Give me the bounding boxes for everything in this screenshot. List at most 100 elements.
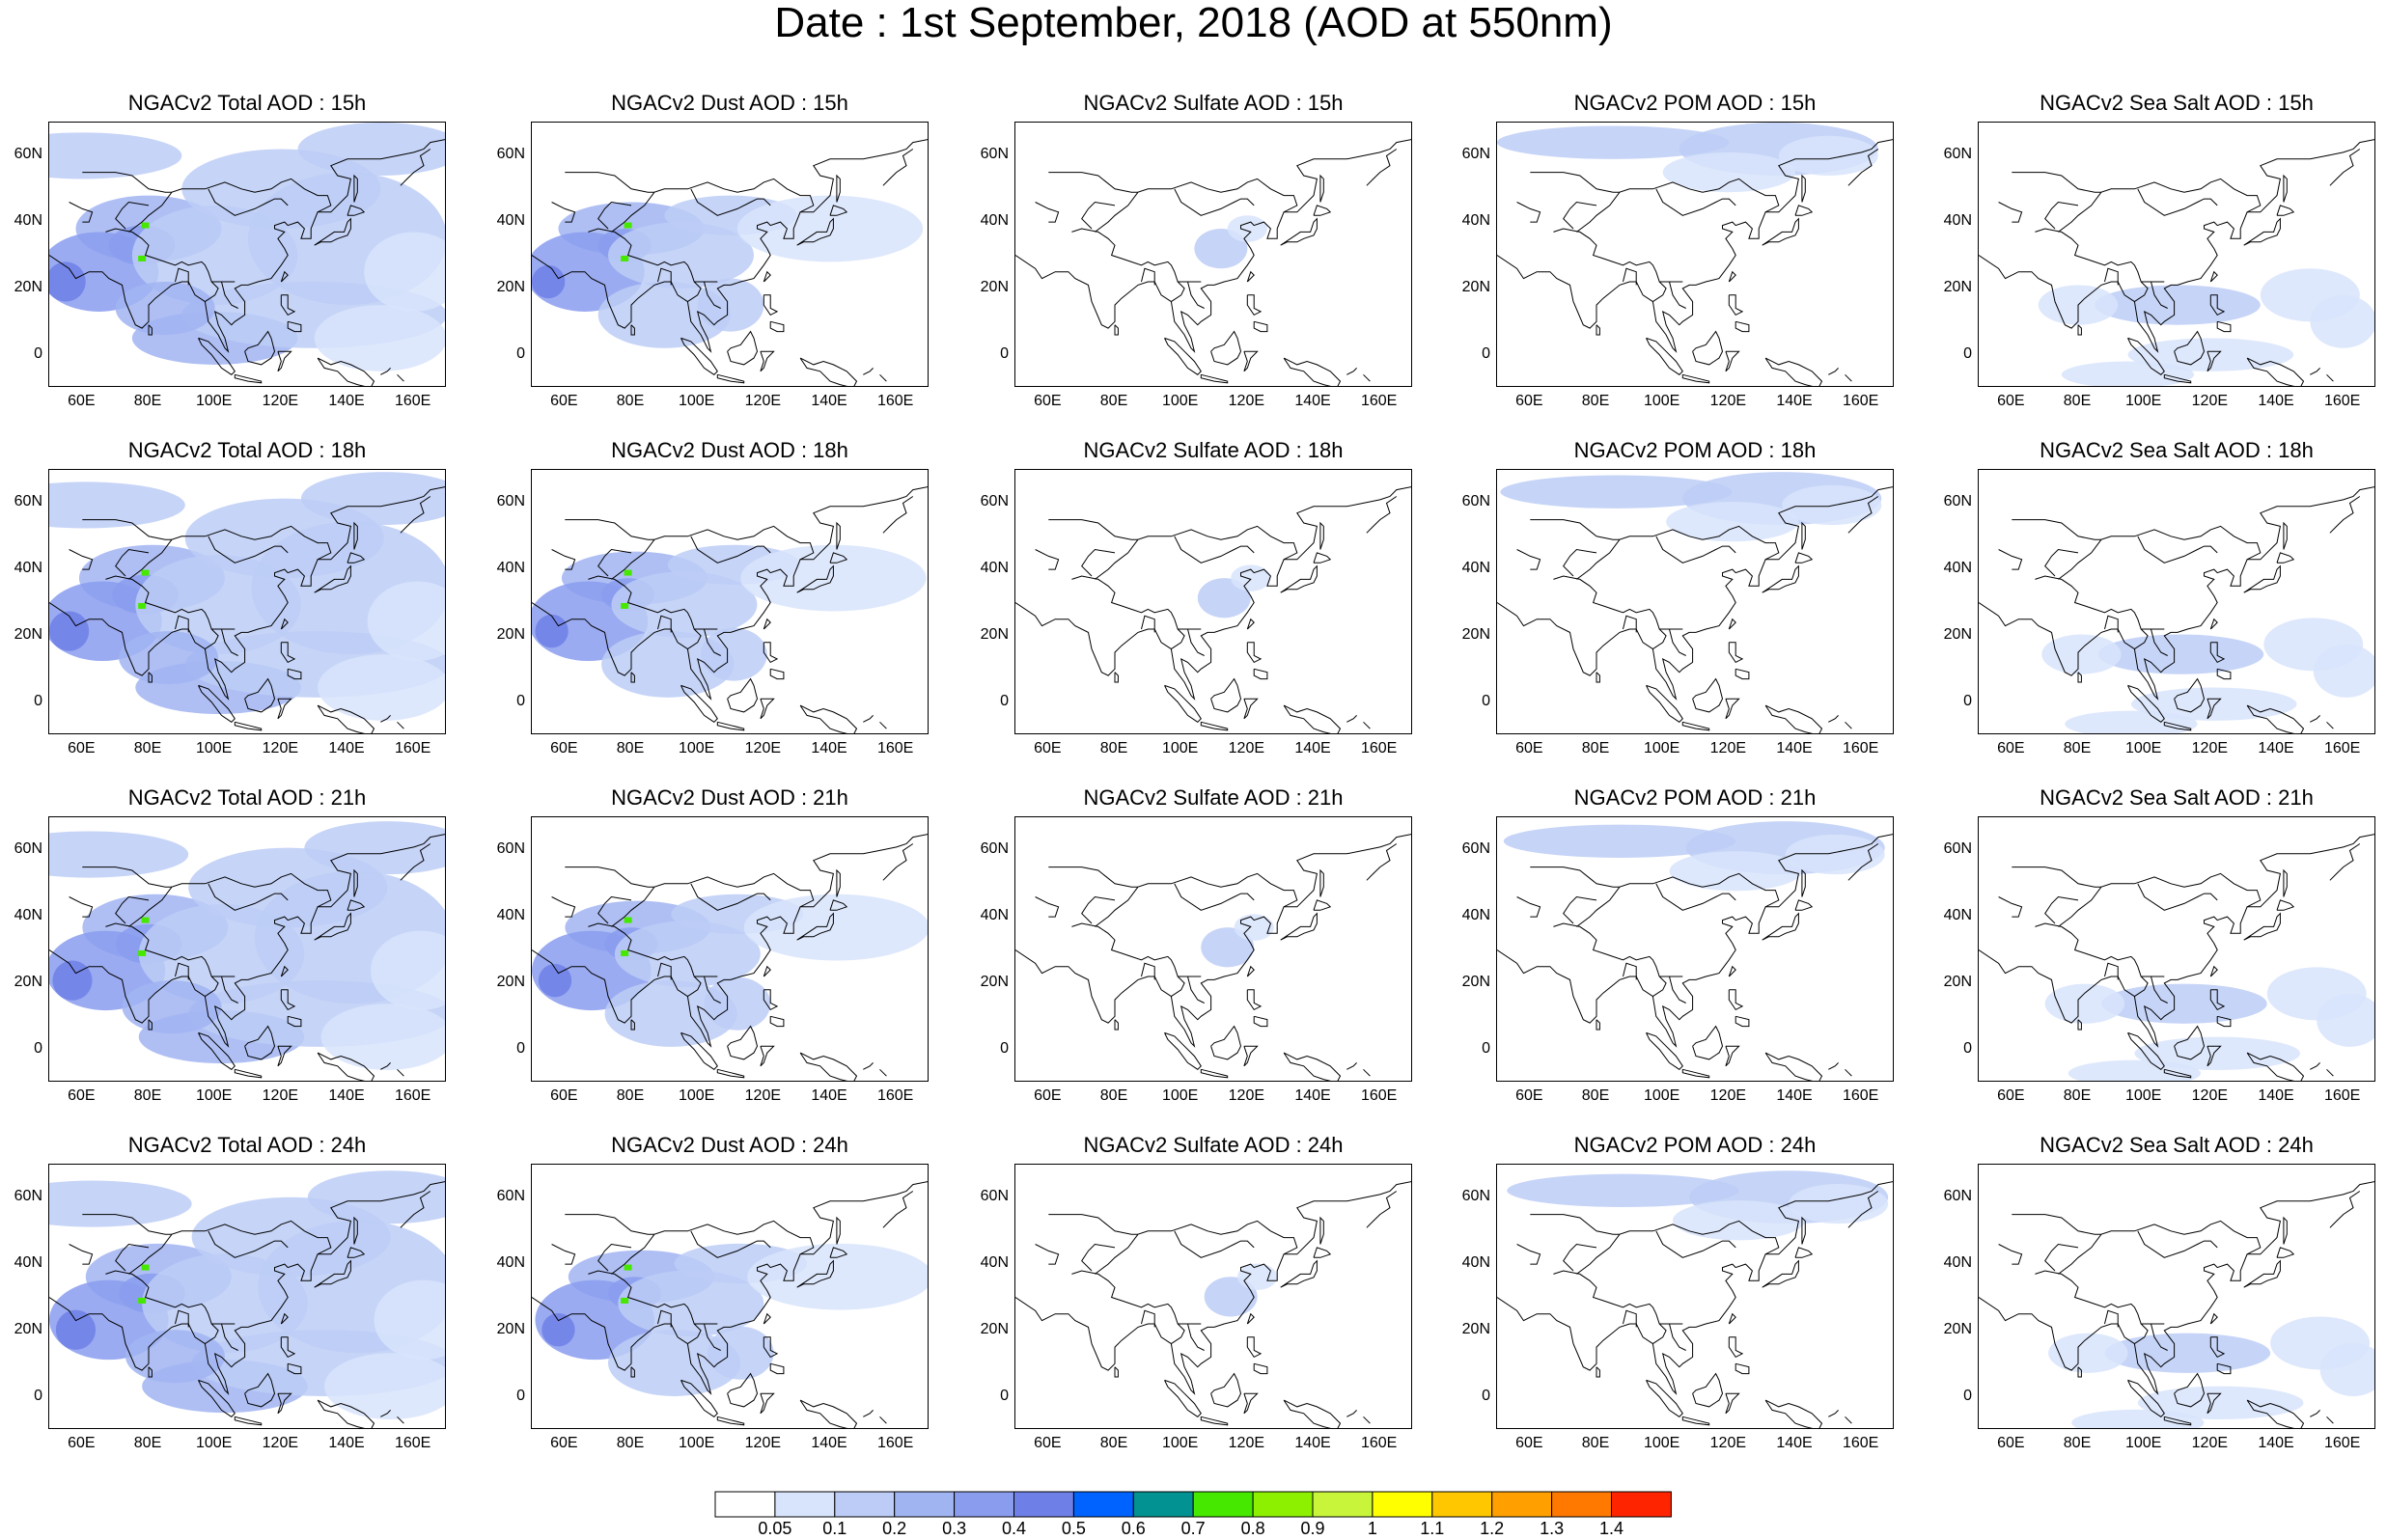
coastline [277,1045,292,1067]
coastline [1280,564,1318,593]
coastline [1764,1052,1823,1081]
coastline [1210,330,1242,366]
coastline [2243,564,2281,593]
coastline [1095,872,1298,927]
lon-tick-label: 80E [133,393,162,409]
coastline [82,519,172,540]
coastline [1071,575,1202,630]
lon-tick-label: 140E [2258,1087,2294,1104]
coastline [2246,704,2305,733]
coastline [82,1214,172,1235]
coastline [863,1410,874,1417]
panel-title: NGACv2 Dust AOD : 15h [611,91,848,115]
coastline [836,1216,841,1245]
coastline [1174,536,1255,564]
coastline [1681,1416,1710,1426]
coastline [690,883,771,911]
coastline [221,628,238,656]
map-svg [1979,486,2374,733]
coastline [347,899,366,911]
lon-tick-label: 80E [133,740,162,756]
coastline [1346,715,1357,723]
lat-tick-label: 0 [1963,1387,1972,1404]
coastline [2137,1230,2218,1258]
panel-title: NGACv2 Sea Salt AOD : 24h [2040,1133,2314,1157]
panel-title: NGACv2 POM AOD : 24h [1573,1133,1817,1157]
aod-map-seasalt-15h [1978,122,2375,387]
colorbar-swatch [1192,1491,1254,1518]
coastline [1692,330,1724,366]
coastline [208,883,289,911]
coastline [1576,872,1780,927]
coastline [1363,721,1371,729]
coastline [1655,883,1736,911]
coastline [1847,496,1879,534]
coastline [280,270,289,283]
lon-tick-label: 160E [1360,393,1398,409]
coastline [115,201,150,230]
aod-shading [52,960,93,1001]
lon-tick-label: 100E [678,1087,715,1104]
aod-shading [49,481,185,529]
lat-tick-label: 40N [1461,907,1490,924]
lat-tick-label: 20N [496,625,525,643]
aod-hotspot [621,255,629,261]
lon-tick-label: 160E [2323,393,2361,409]
panel-title: NGACv2 Sea Salt AOD : 15h [2040,91,2314,115]
lon-tick-label: 140E [1776,1435,1813,1451]
coastline [244,677,276,713]
coastline [2035,575,2165,630]
coastline [397,721,404,729]
coastline [1764,1399,1823,1428]
coastline [769,668,785,680]
map-svg [1015,1181,1411,1428]
coastline [760,1392,775,1415]
coastline [836,521,841,550]
coastline [1516,896,1541,918]
coastline [863,368,874,375]
coastline [49,486,445,701]
lon-tick-label: 60E [1034,740,1062,756]
aod-hotspot [141,917,150,923]
aod-map-total-15h [48,122,446,387]
lon-tick-label: 100E [2124,740,2162,756]
coastline [2174,330,2206,366]
aod-hotspot [141,222,150,229]
coastline [1576,1220,1780,1275]
coastline [1366,843,1398,881]
coastline [2134,1323,2149,1345]
coastline [1681,373,1710,384]
aod-shading [1785,834,1885,875]
coastline [1596,672,1600,683]
panel-title: NGACv2 POM AOD : 15h [1573,91,1817,115]
coastline [551,549,576,570]
coastline [716,721,745,731]
coastline [630,1019,635,1031]
coastline [353,1216,358,1245]
coastline [704,281,721,309]
coastline [198,684,236,723]
colorbar-label: 0.7 [1180,1519,1206,1538]
coastline [221,1323,238,1351]
coastline [1114,1019,1119,1031]
aod-hotspot [138,602,147,609]
lon-tick-label: 60E [550,1087,578,1104]
coastline [277,1392,292,1415]
aod-shading [707,1326,774,1380]
aod-hotspot [141,569,150,576]
aod-map-dust-24h [531,1164,929,1429]
lon-tick-label: 120E [1228,393,1265,409]
lon-tick-label: 140E [1294,1435,1331,1451]
coastline [829,1247,848,1258]
coastline [611,178,815,233]
lon-tick-label: 140E [328,740,365,756]
coastline [1210,1025,1242,1060]
coastline [611,872,815,927]
coastline [2246,1052,2305,1081]
panel-title: NGACv2 Total AOD : 21h [127,785,367,810]
coastline [280,1336,296,1359]
lon-tick-label: 160E [1842,1435,1879,1451]
coastline [1801,174,1806,203]
aod-shading [49,261,86,302]
coastline [1200,1068,1229,1079]
